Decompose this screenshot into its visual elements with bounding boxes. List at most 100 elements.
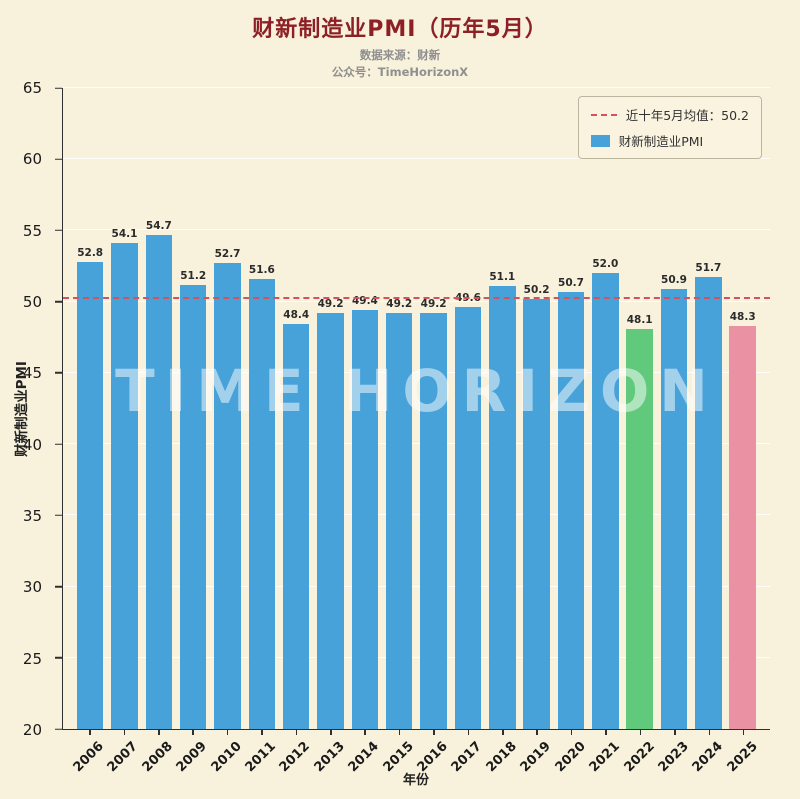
y-tick-label-40: 40: [22, 435, 42, 454]
x-tick-2016: [433, 730, 435, 735]
bar-2006: 52.8: [76, 247, 104, 729]
x-slot-2011: 2011: [243, 730, 279, 779]
account-subtitle: 公众号：TimeHorizonX: [331, 65, 469, 79]
bar-slot-2017: 49.6: [451, 88, 485, 729]
x-slot-2006: 2006: [71, 730, 107, 779]
y-tick-label-55: 55: [22, 221, 42, 240]
y-tick-mark-20: [55, 728, 62, 730]
gridline-55: [63, 229, 770, 231]
legend-dashed-line-sample: [590, 113, 617, 116]
x-slot-2024: 2024: [690, 730, 726, 779]
bar-slot-2012: 48.4: [279, 88, 313, 729]
bar-value-2018: 51.1: [489, 271, 516, 283]
bar-2010: 52.7: [214, 248, 241, 729]
x-tick-2008: [158, 730, 160, 735]
bar-2007: 54.1: [111, 228, 138, 729]
bar-value-2019: 50.2: [523, 283, 550, 296]
bar-slot-2020: 50.7: [554, 88, 588, 729]
x-tick-labels: 2006 2007 2008 2009 2010 2011 2012 2013 2014 2015…: [62, 730, 770, 779]
y-tick-mark-40: [55, 443, 62, 445]
x-tick-2020: [570, 730, 573, 735]
x-tick-2012: [295, 730, 298, 735]
bar-2022: 48.1: [626, 314, 653, 729]
bar-2021: 52.0: [592, 258, 619, 729]
x-slot-2018: 2018: [483, 730, 520, 779]
x-tick-2009: [192, 730, 194, 735]
x-tick-2025: [742, 730, 745, 735]
bar-value-2023: 50.9: [661, 273, 687, 286]
gridline-35: [63, 514, 770, 516]
bar-slot-2019: 50.2: [519, 88, 553, 729]
y-tick-label-35: 35: [22, 507, 42, 525]
bar-slot-2022: 48.1: [623, 88, 657, 729]
gridline-40: [63, 443, 770, 445]
x-tick-2023: [674, 730, 676, 735]
mean-line: [63, 296, 770, 299]
x-tick-2006: [89, 730, 91, 735]
bar-slot-2018: 51.1: [485, 88, 519, 729]
bar-slot-2009: 51.2: [176, 88, 210, 729]
y-tick-mark-25: [55, 657, 62, 659]
y-tick-mark-35: [55, 514, 62, 517]
x-tick-2021: [605, 730, 607, 735]
legend-label-pmi: 财新制造业PMI: [618, 134, 704, 149]
x-slot-2025: 2025: [724, 730, 761, 779]
plot-area: TIME HORIZON 52.8 54.1 54.7 51.2 52.7 51.6 48.…: [55, 87, 770, 730]
y-tick-label-50: 50: [22, 293, 42, 311]
legend-row-pmi: 财新制造业PMI: [590, 131, 749, 150]
x-slot-2020: 2020: [552, 730, 588, 779]
x-tick-2019: [536, 730, 538, 735]
bar-value-2010: 52.7: [214, 248, 241, 261]
legend: 近十年5月均值：50.2 财新制造业PMI: [577, 96, 762, 159]
bar-value-2006: 52.8: [77, 246, 104, 259]
x-slot-2010: 2010: [208, 730, 244, 779]
bar-2009: 51.2: [179, 270, 207, 729]
x-tick-2010: [226, 730, 229, 735]
x-slot-2023: 2023: [656, 730, 692, 779]
bars: 52.8 54.1 54.7 51.2 52.7 51.6 48.4 49.2 49.4 49.2…: [63, 88, 770, 729]
x-slot-2016: 2016: [415, 730, 451, 779]
x-slot-2007: 2007: [105, 730, 141, 779]
y-tick-mark-55: [55, 229, 62, 232]
bar-value-2012: 48.4: [283, 309, 310, 322]
y-tick-mark-30: [55, 585, 62, 588]
x-slot-2019: 2019: [518, 730, 554, 779]
bar-value-2015: 49.2: [386, 298, 413, 311]
x-slot-2013: 2013: [311, 730, 348, 779]
y-tick-mark-60: [55, 158, 62, 160]
bar-value-2022: 48.1: [626, 313, 653, 326]
bar-slot-2010: 52.7: [210, 88, 244, 729]
y-tick-label-65: 65: [22, 79, 42, 97]
bar-2024: 51.7: [695, 262, 722, 729]
y-tick-mark-45: [55, 372, 62, 374]
x-slot-2008: 2008: [139, 730, 176, 779]
legend-swatch: [590, 134, 610, 147]
bar-value-2013: 49.2: [317, 298, 344, 311]
bar-value-2016: 49.2: [420, 298, 447, 311]
bar-2019: 50.2: [523, 284, 550, 729]
y-tick-label-25: 25: [22, 649, 42, 668]
x-tick-2017: [467, 730, 470, 735]
x-tick-2022: [639, 730, 642, 735]
bar-value-2007: 54.1: [111, 228, 138, 241]
bar-slot-2021: 52.0: [588, 88, 622, 729]
x-tick-2015: [398, 730, 401, 735]
bar-2016: 49.2: [420, 298, 447, 729]
y-tick-label-45: 45: [22, 364, 42, 383]
x-tick-2011: [261, 730, 263, 735]
x-axis-title: 年份: [402, 773, 429, 788]
x-tick-2024: [708, 730, 711, 735]
bar-2011: 51.6: [248, 264, 276, 729]
bar-value-2011: 51.6: [248, 263, 275, 276]
x-slot-2014: 2014: [346, 730, 382, 779]
x-tick-2007: [123, 730, 126, 735]
gridline-65: [63, 87, 770, 88]
y-tick-mark-50: [55, 300, 62, 303]
y-tick-label-60: 60: [22, 150, 42, 169]
bar-2015: 49.2: [386, 298, 413, 729]
bar-slot-2016: 49.2: [416, 88, 450, 729]
x-slot-2022: 2022: [621, 730, 657, 779]
bar-value-2024: 51.7: [695, 262, 722, 275]
bar-slot-2023: 50.9: [657, 88, 691, 729]
